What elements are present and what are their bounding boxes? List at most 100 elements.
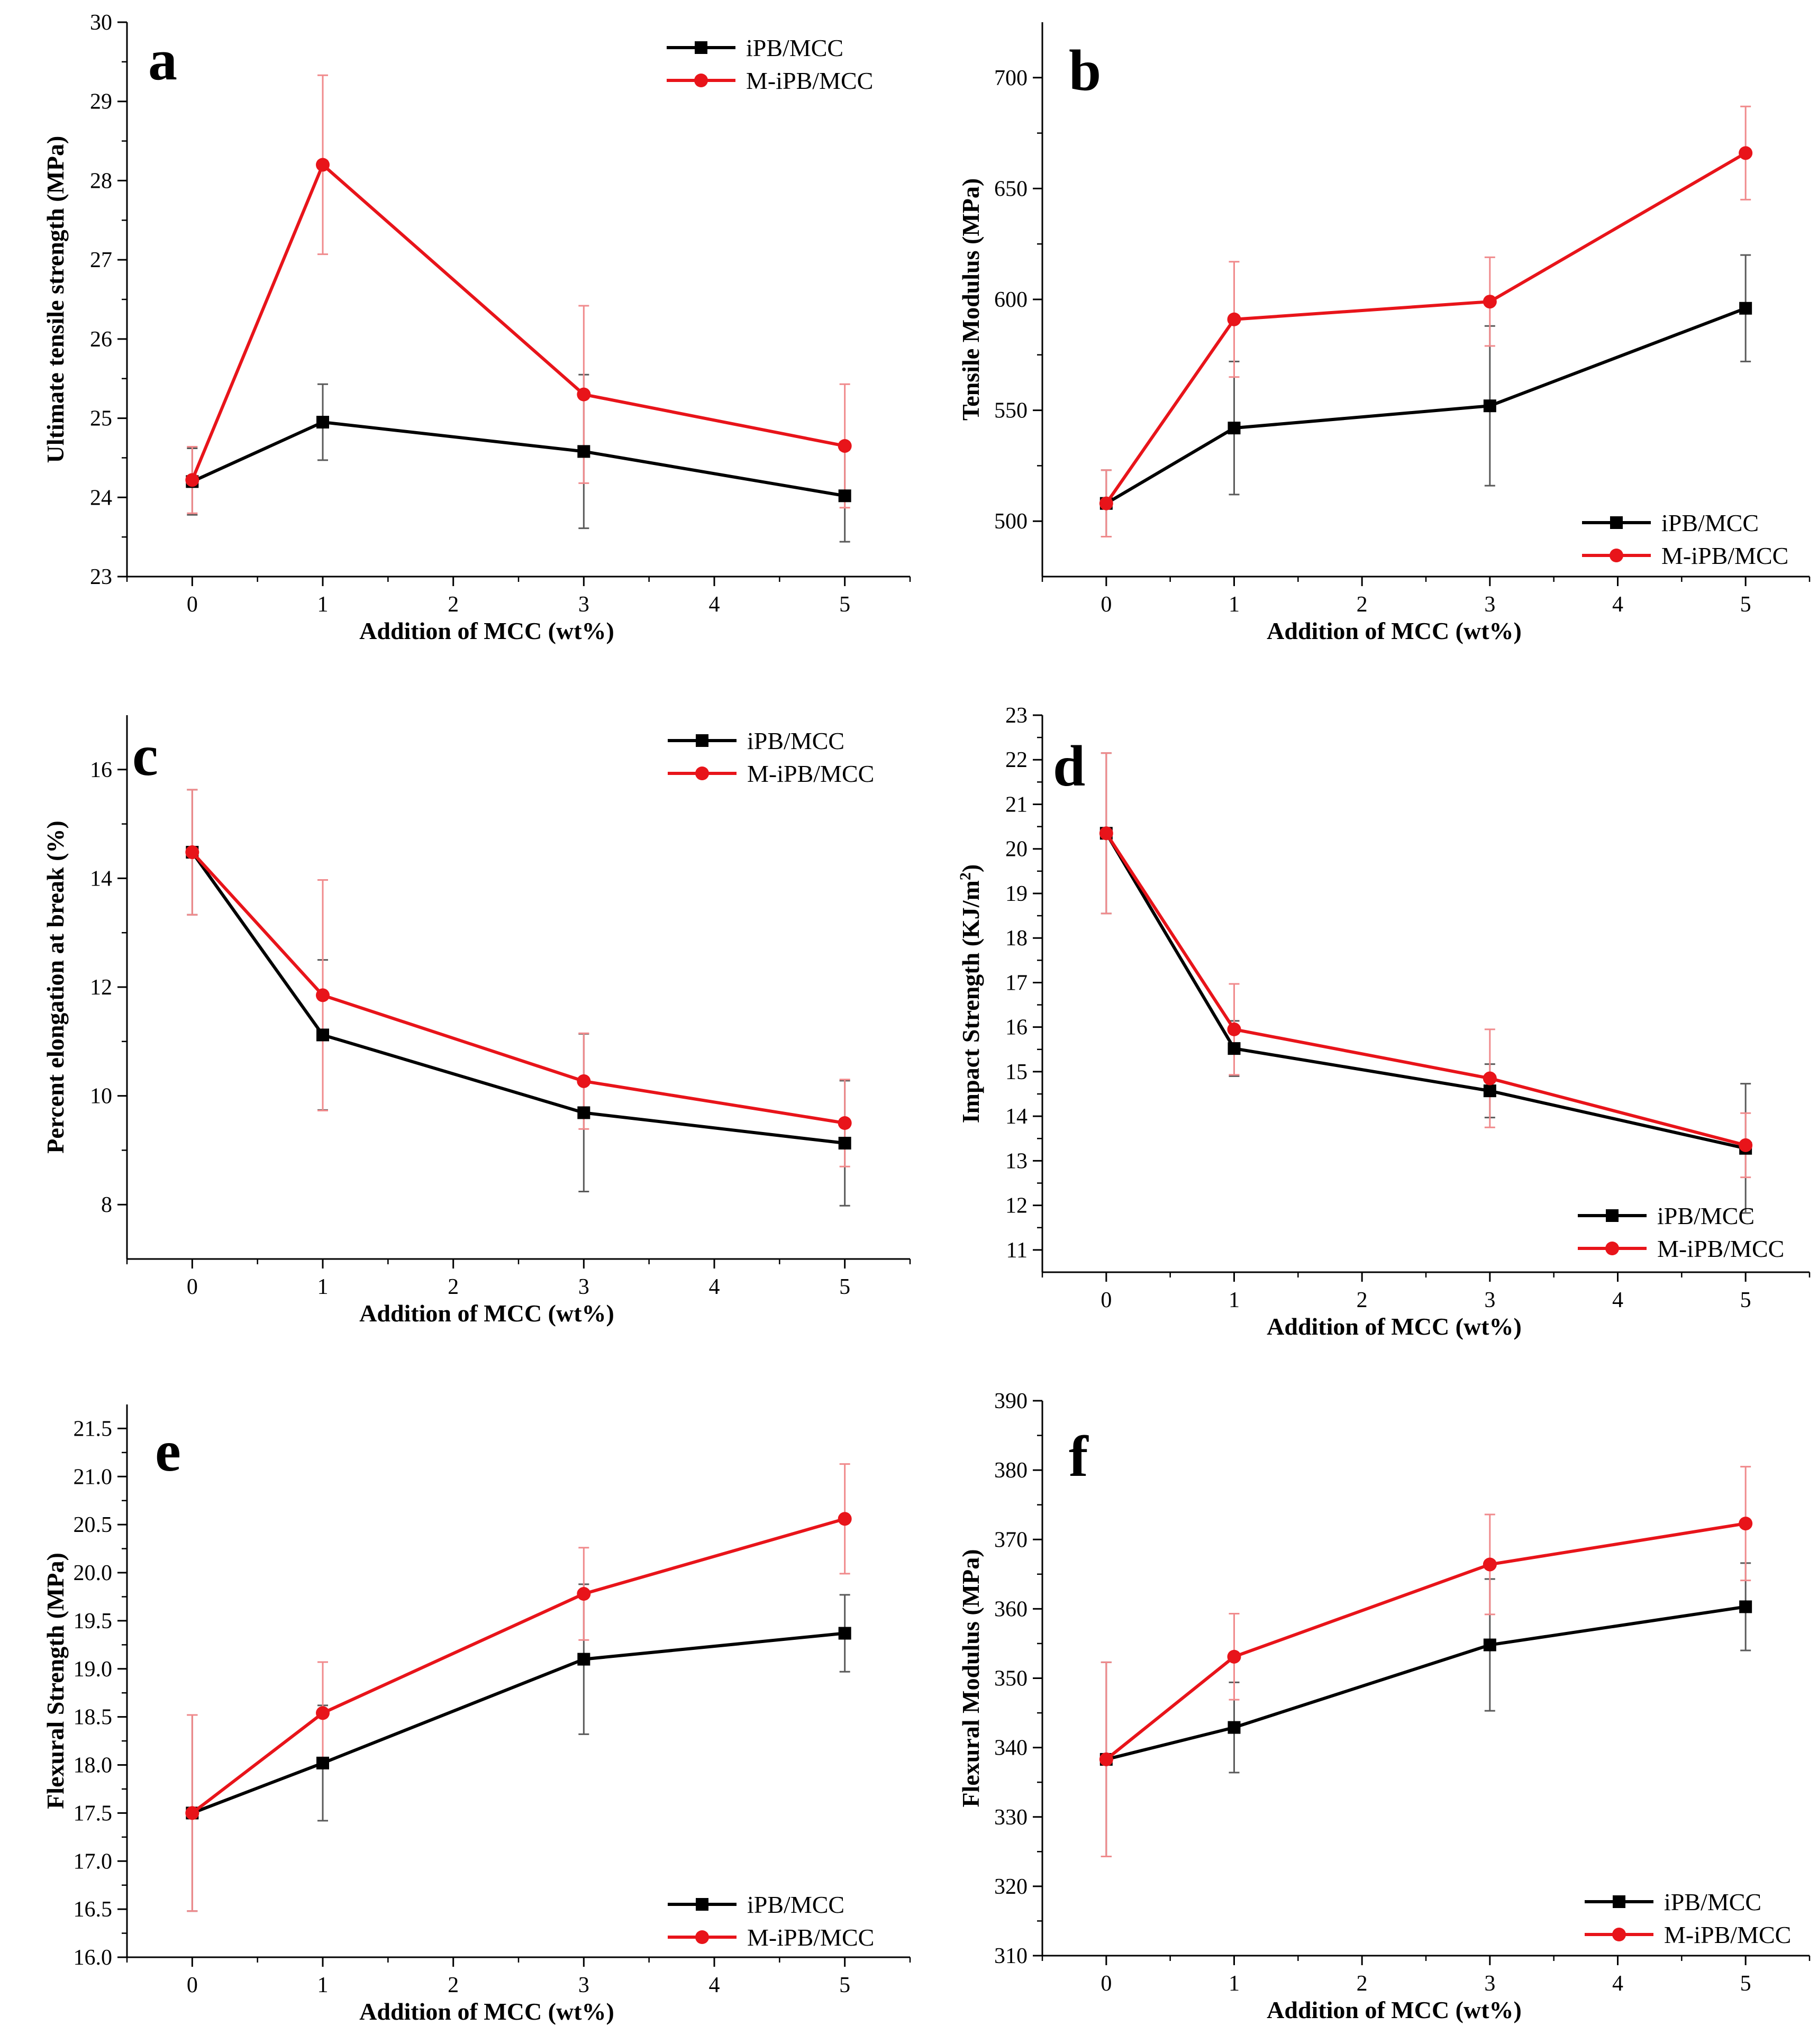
x-axis-title: Addition of MCC (wt%) [1267, 617, 1522, 644]
y-tick-label: 12 [1005, 1194, 1028, 1218]
x-tick-label: 5 [1740, 1972, 1751, 1996]
x-tick-label: 0 [1101, 1972, 1112, 1996]
data-point-circle [316, 988, 330, 1002]
series-m-ipb-mcc [187, 74, 850, 514]
x-tick-label: 3 [578, 1973, 589, 1997]
data-point-square [577, 1106, 590, 1119]
y-axis-title-text: Impact Strength (KJ/m [957, 880, 984, 1123]
y-axis-title-superscript: 2 [957, 872, 974, 880]
y-tick-label: 650 [994, 177, 1028, 201]
y-tick-label: 16.5 [74, 1897, 113, 1922]
data-point-circle [185, 845, 199, 860]
y-tick-label: 8 [101, 1193, 112, 1217]
legend-label: M-iPB/MCC [747, 1924, 874, 1951]
legend-label: M-iPB/MCC [1664, 1921, 1791, 1948]
y-tick-label: 16 [1005, 1016, 1028, 1040]
x-axis-title: Addition of MCC (wt%) [359, 617, 614, 644]
data-point-circle [1099, 826, 1113, 841]
legend-label: iPB/MCC [1657, 1202, 1755, 1229]
series-line-m-ipb-mcc [185, 1512, 852, 1820]
y-tick-label: 21 [1005, 792, 1028, 817]
data-point-square [1483, 399, 1496, 413]
series-m-ipb-mcc [1101, 1466, 1751, 1857]
legend-label: iPB/MCC [747, 727, 844, 754]
y-tick-label: 16 [90, 758, 112, 782]
data-point-circle [838, 439, 852, 453]
data-point-circle [1099, 496, 1113, 510]
y-tick-label: 370 [994, 1528, 1028, 1552]
data-point-circle [185, 1806, 199, 1820]
data-point-circle [1483, 295, 1497, 309]
y-axis-title-close: ) [957, 864, 984, 872]
data-point-circle [577, 1074, 591, 1088]
legend-label: M-iPB/MCC [746, 67, 873, 94]
y-tick-label: 17.5 [74, 1801, 113, 1826]
x-tick-label: 5 [1740, 592, 1751, 617]
series-line [1105, 832, 1746, 1147]
series-line-m-ipb-mcc [1099, 1517, 1753, 1766]
panel-letter: d [1053, 734, 1085, 798]
x-tick-label: 5 [839, 592, 850, 617]
legend-marker-square [695, 41, 707, 54]
y-tick-label: 700 [994, 66, 1028, 90]
x-tick-label: 1 [317, 1973, 329, 1997]
series-line [1105, 1522, 1746, 1761]
data-point-square [1228, 1042, 1241, 1055]
legend-label: iPB/MCC [746, 34, 843, 61]
data-point-circle [838, 1512, 852, 1526]
y-tick-label: 12 [90, 975, 112, 1000]
y-tick-label: 500 [994, 509, 1028, 534]
legend-marker-circle [694, 74, 708, 87]
data-point-square [1483, 1084, 1496, 1098]
y-axis-title-text: Tensile Modulus (MPa) [957, 178, 984, 421]
panel-letter: a [148, 28, 177, 92]
x-tick-label: 1 [317, 592, 329, 617]
y-tick-label: 24 [90, 486, 112, 510]
legend: iPB/MCC M-iPB/MCC [668, 1891, 874, 1951]
y-tick-label: 320 [994, 1875, 1028, 1899]
data-point-circle [1739, 1138, 1753, 1152]
y-tick-label: 16.0 [74, 1946, 113, 1970]
y-tick-label: 20.0 [74, 1561, 113, 1585]
data-point-square [1228, 422, 1241, 435]
series-line-m-ipb-mcc [185, 845, 852, 1130]
legend-marker-circle [1605, 1242, 1619, 1255]
series-line [1105, 832, 1746, 1150]
data-point-square [838, 1137, 851, 1150]
x-tick-label: 0 [187, 1973, 198, 1997]
chart-panel-b: 0 1 2 3 4 5 500 550 600 650 700 Addition of MCC (wt… [957, 22, 1811, 644]
data-point-square [838, 489, 851, 503]
data-point-circle [1227, 1022, 1241, 1036]
x-tick-label: 0 [187, 592, 198, 617]
legend-label: M-iPB/MCC [747, 760, 874, 787]
data-point-square [838, 1627, 851, 1640]
y-tick-label: 17 [1005, 971, 1028, 995]
panel-letter: c [132, 723, 158, 788]
series-line [192, 1631, 845, 1815]
series-ipb-mcc [1101, 1562, 1751, 1857]
series-line-ipb-mcc [1099, 1600, 1752, 1766]
x-tick-label: 0 [187, 1275, 198, 1299]
legend: iPB/MCC M-iPB/MCC [1578, 1202, 1784, 1262]
x-tick-label: 1 [317, 1275, 329, 1299]
y-tick-label: 550 [994, 399, 1028, 423]
y-tick-label: 23 [90, 565, 112, 589]
series-line-ipb-mcc [1099, 827, 1752, 1155]
y-tick-label: 360 [994, 1597, 1028, 1621]
data-point-square [1739, 302, 1752, 315]
series-line [1105, 306, 1747, 505]
y-tick-label: 340 [994, 1736, 1028, 1760]
y-axis-title-text: Ultimate tensile strength (MPa) [42, 136, 69, 463]
y-tick-label: 26 [90, 327, 112, 352]
series-line [1106, 1605, 1746, 1761]
y-tick-label: 19 [1005, 882, 1028, 906]
x-tick-label: 5 [839, 1973, 850, 1997]
series-m-ipb-mcc [187, 1463, 850, 1912]
y-tick-label: 29 [90, 90, 112, 114]
y-tick-label: 19.0 [74, 1657, 113, 1682]
panel-letter: e [155, 1419, 181, 1483]
legend-marker-square [696, 734, 708, 747]
y-tick-label: 330 [994, 1805, 1028, 1830]
x-axis-title: Addition of MCC (wt%) [359, 1998, 614, 2025]
